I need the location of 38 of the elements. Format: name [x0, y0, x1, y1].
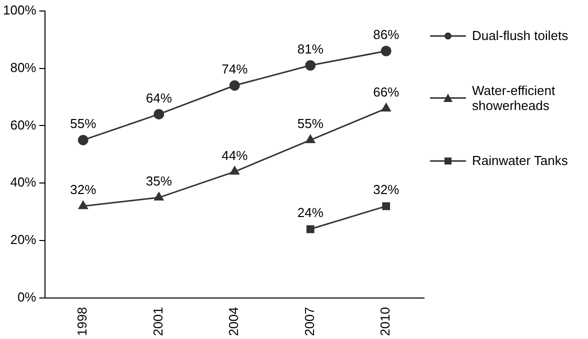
legend-label: Dual-flush toilets	[472, 28, 568, 43]
point	[229, 80, 240, 91]
point	[380, 46, 392, 56]
y-tick-label: 0%	[17, 290, 37, 305]
point	[381, 103, 391, 112]
x-tick-label: 1998	[74, 307, 90, 336]
data-label: 86%	[373, 27, 400, 42]
data-label: 35%	[146, 174, 172, 189]
data-label: 24%	[297, 205, 324, 220]
point	[154, 192, 164, 201]
point	[78, 200, 88, 210]
point	[230, 166, 240, 175]
data-label: 66%	[373, 84, 400, 100]
data-label: 74%	[222, 62, 248, 77]
data-label: 55%	[297, 116, 324, 132]
y-tick-label: 80%	[10, 60, 37, 75]
x-tick-label: 2010	[378, 307, 393, 336]
y-tick-label: 20%	[10, 232, 37, 248]
data-label: 55%	[70, 116, 97, 132]
point	[78, 134, 88, 146]
y-tick-label: 40%	[10, 174, 37, 190]
y-tick-label: 100%	[3, 2, 37, 18]
data-label: 32%	[70, 182, 97, 198]
point	[382, 202, 390, 210]
data-label: 44%	[222, 148, 248, 163]
data-label: 81%	[297, 41, 324, 56]
x-tick-label: 2004	[226, 307, 242, 336]
data-label: 64%	[146, 90, 172, 106]
x-tick-label: 2007	[302, 307, 317, 336]
legend-label: Rainwater Tanks	[472, 153, 568, 168]
point	[306, 134, 316, 144]
point	[306, 225, 314, 234]
x-tick-label: 2001	[150, 307, 166, 336]
point	[305, 60, 316, 71]
legend-label: Water-efficient showerheads	[472, 83, 556, 113]
point	[154, 108, 164, 120]
data-label: 32%	[373, 182, 400, 198]
y-tick-label: 60%	[10, 117, 37, 132]
